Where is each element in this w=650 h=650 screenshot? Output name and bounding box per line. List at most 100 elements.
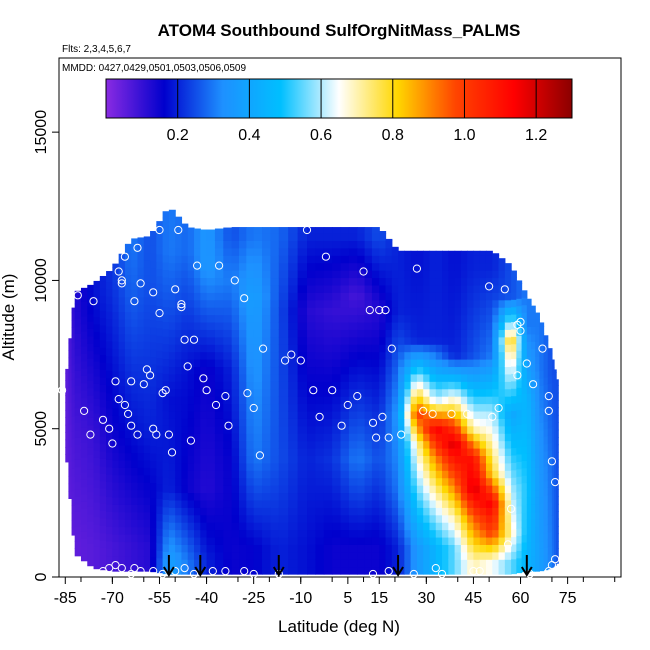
heatmap-cell bbox=[391, 514, 399, 523]
heatmap-cell bbox=[239, 277, 247, 286]
heatmap-cell bbox=[543, 399, 549, 408]
heatmap-cell bbox=[206, 536, 216, 545]
heatmap-cell bbox=[187, 344, 195, 353]
dates-annotation: MMDD: 0427,0429,0501,0503,0506,0509 bbox=[62, 63, 246, 74]
heatmap-cell bbox=[516, 290, 523, 299]
heatmap-cell bbox=[379, 514, 387, 523]
heatmap-cell bbox=[423, 255, 431, 264]
sample-point bbox=[127, 421, 136, 430]
heatmap-cell bbox=[99, 428, 107, 437]
heatmap-cell bbox=[364, 566, 373, 575]
heatmap-cell bbox=[516, 528, 523, 537]
heatmap-cell bbox=[498, 366, 506, 375]
heatmap-cell bbox=[80, 382, 88, 391]
heatmap-cell bbox=[143, 534, 151, 543]
heatmap-cell bbox=[416, 277, 424, 286]
heatmap-cell bbox=[168, 262, 176, 271]
heatmap-cell bbox=[404, 403, 412, 412]
heatmap-cell bbox=[187, 418, 195, 427]
heatmap-cell bbox=[521, 363, 528, 372]
heatmap-cell bbox=[124, 511, 132, 520]
heatmap-cell bbox=[214, 507, 224, 516]
heatmap-cell bbox=[278, 403, 289, 412]
sample-point bbox=[469, 567, 478, 576]
heatmap-cell bbox=[521, 475, 528, 484]
heatmap-cell bbox=[124, 296, 132, 305]
heatmap-cell bbox=[498, 292, 506, 301]
heatmap-cell bbox=[175, 232, 183, 241]
heatmap-cell bbox=[214, 551, 224, 560]
heatmap-cell bbox=[112, 289, 120, 298]
heatmap-cell bbox=[187, 366, 195, 375]
heatmap-cell bbox=[200, 418, 208, 427]
heatmap-cell bbox=[423, 373, 431, 382]
heatmap-cell bbox=[288, 381, 299, 390]
heatmap-cell bbox=[473, 544, 481, 553]
heatmap-cell bbox=[65, 395, 70, 404]
heatmap-cell bbox=[539, 466, 545, 475]
heatmap-cell bbox=[137, 407, 145, 416]
heatmap-cell bbox=[556, 459, 559, 468]
sample-point bbox=[302, 225, 312, 235]
heatmap-cell bbox=[423, 551, 431, 560]
heatmap-cell bbox=[297, 477, 308, 486]
heatmap-cell bbox=[194, 418, 201, 427]
heatmap-cell bbox=[187, 299, 195, 308]
heatmap-cell bbox=[231, 507, 240, 516]
heatmap-cell bbox=[504, 277, 512, 286]
heatmap-cell bbox=[539, 503, 545, 512]
heatmap-cell bbox=[416, 373, 424, 382]
heatmap-cell bbox=[80, 516, 88, 525]
heatmap-cell bbox=[429, 418, 437, 427]
heatmap-cell bbox=[485, 507, 493, 516]
heatmap-cell bbox=[554, 542, 557, 551]
heatmap-cell bbox=[131, 356, 139, 365]
heatmap-cell bbox=[498, 440, 506, 449]
sample-point bbox=[208, 567, 217, 576]
heatmap-cell bbox=[385, 522, 393, 531]
heatmap-cell bbox=[357, 433, 366, 442]
heatmap-cell bbox=[473, 307, 481, 316]
heatmap-cell bbox=[137, 348, 145, 357]
heatmap-cell bbox=[262, 232, 271, 241]
heatmap-cell bbox=[385, 455, 393, 464]
heatmap-cell bbox=[521, 319, 528, 328]
heatmap-cell bbox=[448, 536, 456, 545]
heatmap-cell bbox=[504, 447, 512, 456]
heatmap-cell bbox=[278, 255, 289, 264]
heatmap-cell bbox=[131, 474, 139, 483]
heatmap-cell bbox=[410, 277, 418, 286]
heatmap-cell bbox=[323, 284, 333, 293]
heatmap-cell bbox=[511, 543, 517, 552]
heatmap-cell bbox=[554, 409, 557, 418]
heatmap-cell bbox=[143, 244, 151, 253]
heatmap-cell bbox=[543, 473, 549, 482]
sample-point bbox=[409, 569, 418, 579]
heatmap-cell bbox=[364, 359, 373, 368]
heatmap-cell bbox=[442, 321, 449, 330]
heatmap-cell bbox=[492, 329, 500, 338]
heatmap-cell bbox=[323, 314, 333, 323]
heatmap-cell bbox=[423, 336, 431, 345]
heatmap-cell bbox=[543, 488, 549, 497]
heatmap-cell bbox=[357, 499, 366, 508]
sample-point bbox=[475, 567, 484, 576]
heatmap-cell bbox=[364, 477, 373, 486]
heatmap-cell bbox=[385, 270, 393, 279]
heatmap-cell bbox=[340, 425, 350, 434]
heatmap-cell bbox=[448, 477, 456, 486]
heatmap-cell bbox=[429, 314, 437, 323]
heatmap-cell bbox=[423, 396, 431, 405]
sample-point bbox=[544, 406, 553, 415]
heatmap-cell bbox=[364, 529, 373, 538]
heatmap-cell bbox=[288, 455, 299, 464]
heatmap-cell bbox=[206, 396, 216, 405]
heatmap-cell bbox=[398, 270, 405, 279]
heatmap-cell bbox=[535, 556, 540, 565]
heatmap-cell bbox=[364, 227, 373, 234]
heatmap-cell bbox=[521, 290, 528, 298]
heatmap-cell bbox=[307, 344, 316, 353]
heatmap-cell bbox=[357, 388, 366, 397]
heatmap-cell bbox=[253, 388, 263, 397]
heatmap-cell bbox=[429, 277, 437, 286]
